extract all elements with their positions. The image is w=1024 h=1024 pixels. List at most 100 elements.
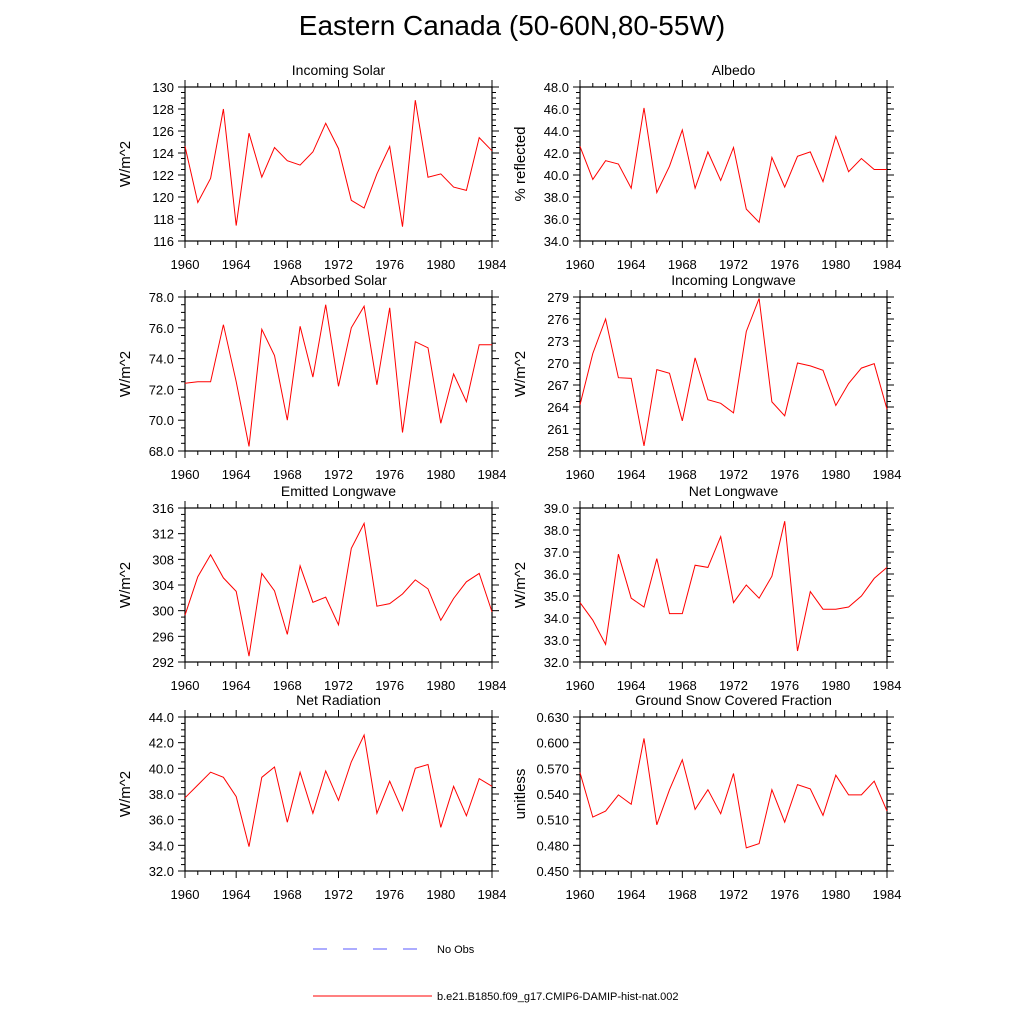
x-tick-label: 1964 — [617, 887, 646, 902]
x-tick-label: 1968 — [668, 467, 697, 482]
chart-panel-7: Net Radiation W/m^2 32.0 34.0 36.0 38.0 40.0 42… — [117, 692, 506, 902]
y-tick-label: 308 — [152, 552, 174, 567]
y-tick-label: 78.0 — [149, 290, 174, 305]
x-tick-label: 1972 — [324, 467, 353, 482]
x-tick-label: 1968 — [668, 678, 697, 693]
x-tick-label: 1976 — [770, 257, 799, 272]
y-tick-label: 0.510 — [536, 813, 569, 828]
chart-panel-1: Incoming Solar W/m^2 116 118 120 122 124 126 128… — [117, 62, 506, 272]
x-tick-label: 1976 — [375, 678, 404, 693]
x-tick-label: 1972 — [719, 257, 748, 272]
y-tick-label: 279 — [547, 290, 569, 305]
x-tick-label: 1964 — [222, 887, 251, 902]
y-axis-label: % reflected — [512, 126, 529, 201]
y-tick-label: 116 — [153, 234, 174, 249]
x-tick-label: 1980 — [821, 467, 850, 482]
plot-frame — [184, 296, 493, 452]
plot-frame — [184, 507, 493, 663]
y-tick-label: 118 — [153, 212, 174, 227]
series-line — [579, 298, 888, 446]
y-tick-label: 292 — [152, 655, 174, 670]
x-tick-label: 1976 — [375, 467, 404, 482]
x-tick-label: 1980 — [426, 257, 455, 272]
x-tick-label: 1960 — [566, 257, 595, 272]
plot-frame — [579, 507, 888, 663]
y-tick-label: 316 — [152, 501, 174, 516]
series-line — [184, 304, 492, 447]
x-tick-label: 1976 — [375, 887, 404, 902]
y-tick-label: 304 — [152, 578, 174, 593]
x-tick-label: 1968 — [273, 467, 302, 482]
y-tick-label: 0.480 — [536, 838, 569, 853]
legend-label-1: No Obs — [437, 944, 475, 956]
y-tick-label: 70.0 — [149, 413, 174, 428]
x-tick-label: 1976 — [770, 467, 799, 482]
x-tick-label: 1984 — [873, 678, 902, 693]
y-axis-label: W/m^2 — [512, 351, 529, 397]
x-tick-label: 1968 — [668, 887, 697, 902]
x-tick-label: 1984 — [873, 257, 902, 272]
x-tick-label: 1968 — [273, 887, 302, 902]
series-line — [579, 107, 887, 224]
x-tick-label: 1964 — [617, 467, 646, 482]
y-tick-label: 40.0 — [149, 761, 174, 776]
y-tick-label: 36.0 — [544, 567, 569, 582]
x-tick-label: 1960 — [171, 678, 200, 693]
x-tick-label: 1984 — [873, 887, 902, 902]
y-tick-label: 74.0 — [149, 352, 174, 367]
y-tick-label: 48.0 — [544, 80, 569, 95]
x-tick-label: 1984 — [873, 467, 902, 482]
x-tick-label: 1960 — [566, 678, 595, 693]
plot-frame — [184, 716, 493, 872]
panel-title: Net Radiation — [296, 692, 381, 708]
x-tick-label: 1976 — [375, 257, 404, 272]
chart-panel-4: Incoming Longwave W/m^2 258 261 264 267 270 273… — [512, 272, 901, 482]
y-tick-label: 42.0 — [149, 736, 174, 751]
y-tick-label: 128 — [152, 102, 174, 117]
y-tick-label: 130 — [152, 80, 174, 95]
y-tick-label: 296 — [152, 629, 174, 644]
y-axis-label: W/m^2 — [117, 562, 134, 608]
panel-title: Emitted Longwave — [281, 483, 396, 499]
plot-frame — [579, 716, 888, 872]
y-tick-label: 0.540 — [536, 787, 569, 802]
y-tick-label: 0.570 — [536, 761, 569, 776]
x-tick-label: 1964 — [222, 467, 251, 482]
y-tick-label: 32.0 — [149, 864, 174, 879]
x-tick-label: 1980 — [821, 678, 850, 693]
y-tick-label: 270 — [547, 356, 569, 371]
x-tick-label: 1972 — [324, 678, 353, 693]
panel-title: Ground Snow Covered Fraction — [635, 692, 832, 708]
y-tick-label: 273 — [547, 334, 569, 349]
y-tick-label: 36.0 — [544, 212, 569, 227]
series-line — [184, 521, 493, 657]
x-tick-label: 1980 — [821, 887, 850, 902]
x-tick-label: 1972 — [719, 678, 748, 693]
panel-title: Incoming Longwave — [671, 272, 796, 288]
y-tick-label: 35.0 — [544, 589, 569, 604]
y-tick-label: 300 — [152, 604, 174, 619]
y-axis-label: W/m^2 — [117, 351, 134, 397]
y-axis-label: unitless — [512, 769, 529, 820]
x-tick-label: 1980 — [426, 467, 455, 482]
y-tick-label: 38.0 — [544, 190, 569, 205]
y-tick-label: 124 — [152, 146, 174, 161]
y-axis-label: W/m^2 — [512, 562, 529, 608]
x-tick-label: 1968 — [273, 257, 302, 272]
x-tick-label: 1972 — [719, 467, 748, 482]
x-tick-label: 1964 — [617, 257, 646, 272]
x-tick-label: 1976 — [770, 887, 799, 902]
chart-panel-3: Absorbed Solar W/m^2 68.0 70.0 72.0 74.0 76.0 7… — [117, 272, 506, 482]
x-tick-label: 1960 — [171, 257, 200, 272]
series-line — [579, 521, 888, 652]
y-tick-label: 68.0 — [149, 444, 174, 459]
x-tick-label: 1984 — [478, 887, 507, 902]
chart-panel-6: Net Longwave W/m^2 32.0 33.0 34.0 35.0 36.0 37.… — [512, 483, 901, 693]
chart-panel-5: Emitted Longwave W/m^2 292 296 300 304 308 312 3… — [117, 483, 506, 693]
y-tick-label: 312 — [152, 527, 174, 542]
y-tick-label: 37.0 — [544, 545, 569, 560]
y-tick-label: 0.600 — [536, 736, 569, 751]
y-tick-label: 72.0 — [149, 382, 174, 397]
series-line — [184, 733, 493, 847]
